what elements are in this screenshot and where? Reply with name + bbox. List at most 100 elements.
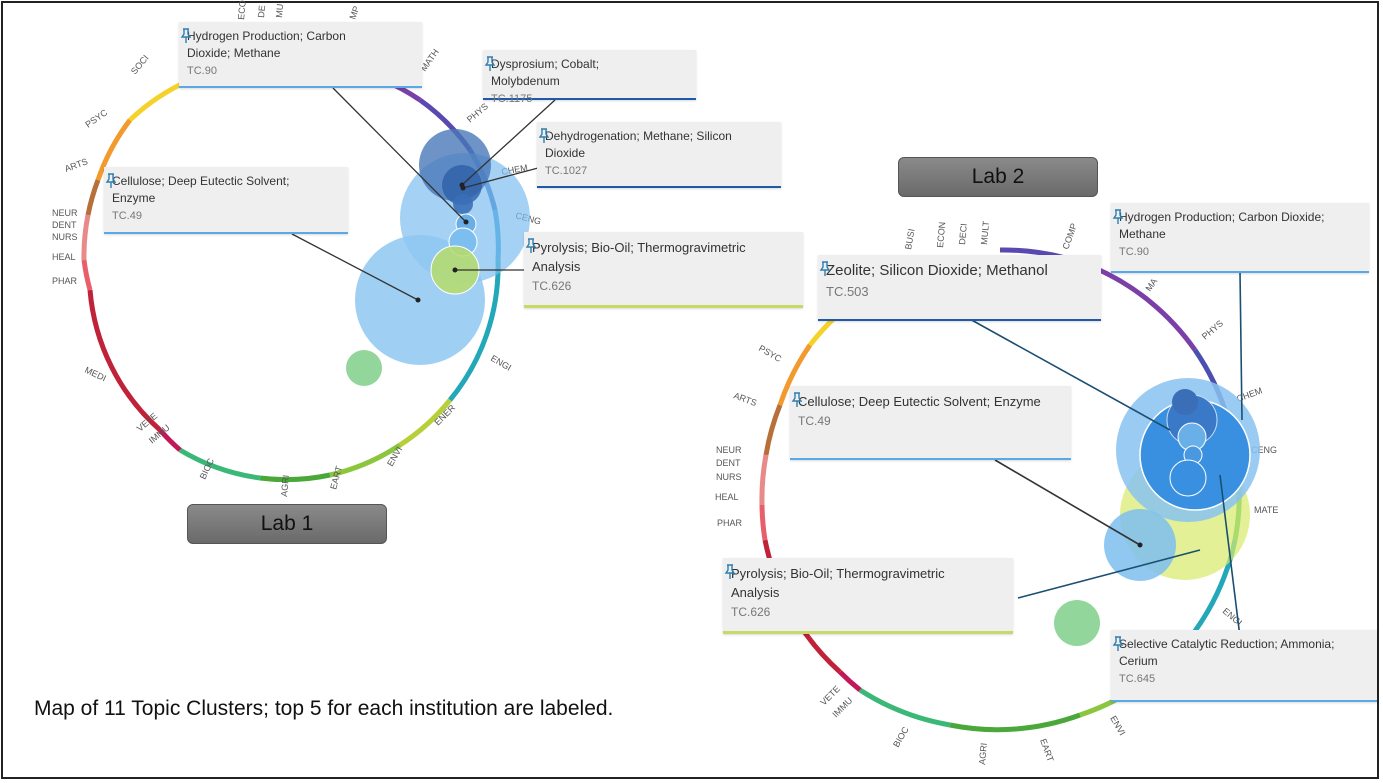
card-code: TC.49 (798, 414, 831, 428)
lab1-leader-dots (415, 182, 469, 303)
ring-label: MU (274, 3, 285, 18)
pin-icon[interactable] (818, 261, 832, 277)
lab1-leader-lines (291, 87, 556, 301)
lab1-card-tc1027[interactable]: Dehydrogenation; Methane; Silicon Dioxid… (537, 122, 781, 188)
card-title: Pyrolysis; Bio-Oil; Thermogravimetric An… (731, 566, 945, 600)
card-title: Pyrolysis; Bio-Oil; Thermogravimetric An… (532, 240, 746, 274)
ring-label: ARTS (63, 156, 89, 174)
card-code: TC.626 (731, 605, 771, 619)
cluster-bubble (346, 350, 382, 386)
ring-label: BUSI (903, 228, 916, 250)
pin-icon[interactable] (723, 564, 737, 580)
ring-label: ENVI (1108, 714, 1127, 737)
pin-icon[interactable] (1111, 209, 1125, 225)
card-code: TC.49 (112, 210, 142, 222)
ring-segment-envi (329, 442, 402, 478)
ring-label: AGRI (977, 742, 989, 765)
lab1-card-tc626[interactable]: Pyrolysis; Bio-Oil; Thermogravimetric An… (524, 232, 803, 308)
ring-label: ENGI (1221, 606, 1244, 628)
pin-icon[interactable] (790, 392, 804, 408)
card-title: Dysprosium; Cobalt; Molybdenum (491, 57, 600, 88)
ring-label: NURS (52, 232, 78, 242)
ring-label: PHYS (465, 101, 490, 124)
ring-label: ECON (935, 221, 947, 248)
ring-label: PHAR (52, 276, 78, 286)
slide-caption: Map of 11 Topic Clusters; top 5 for each… (34, 697, 614, 720)
lab2-topic-bubbles (1054, 378, 1260, 646)
card-title: Dehydrogenation; Methane; Silicon Dioxid… (545, 129, 732, 160)
cluster-bubble (1172, 389, 1198, 415)
pin-icon[interactable] (524, 238, 538, 254)
card-code: TC.90 (1119, 246, 1149, 258)
ring-label: MULT (979, 220, 991, 245)
card-code: TC.626 (532, 279, 572, 293)
card-title: Hydrogen Production; Carbon Dioxide; Met… (1119, 210, 1325, 241)
ring-segment-ener (398, 398, 452, 448)
ring-label: PHAR (717, 518, 743, 528)
ring-label: AGRI (279, 474, 291, 497)
ring-segment-engi (448, 259, 501, 402)
ring-label: ENGI (489, 353, 513, 373)
ring-segment-arts (95, 118, 132, 181)
card-code: TC.1027 (545, 165, 588, 177)
ring-label: COMP (1060, 222, 1079, 251)
pin-icon[interactable] (537, 128, 551, 144)
lab2-label: Lab 2 (898, 157, 1098, 197)
lab2-leader-lines (967, 271, 1243, 638)
lab2-card-tc90[interactable]: Hydrogen Production; Carbon Dioxide; Met… (1111, 203, 1369, 273)
lab2-card-tc645[interactable]: Selective Catalytic Reduction; Ammonia; … (1111, 630, 1377, 702)
ring-label: NEUR (716, 445, 742, 455)
ring-label: ECO (236, 0, 248, 20)
ring-label: NURS (716, 472, 742, 482)
ring-label: HEAL (52, 252, 76, 262)
ring-segment-bioc (178, 447, 261, 481)
ring-label: MP (347, 5, 361, 21)
ring-label: CENG (1251, 445, 1277, 455)
card-code: TC.1175 (491, 93, 533, 105)
ring-label: HEAL (715, 492, 739, 502)
ring-segment-immu (158, 428, 182, 452)
ring-segment-heal (81, 214, 91, 261)
lab2-card-tc626[interactable]: Pyrolysis; Bio-Oil; Thermogravimetric An… (723, 558, 1013, 634)
cluster-bubble (453, 194, 473, 214)
ring-label: NEUR (52, 208, 78, 218)
ring-segment-neur (85, 179, 101, 216)
ring-label: DENT (52, 220, 77, 230)
ring-label: IMMU (830, 695, 854, 719)
lab1-card-tc1175[interactable]: Dysprosium; Cobalt; Molybdenum TC.1175 (483, 50, 696, 105)
ring-label: EART (1038, 737, 1056, 763)
ring-label: SOCI (129, 53, 151, 76)
pin-icon[interactable] (179, 28, 193, 44)
pin-icon[interactable] (104, 173, 118, 189)
card-code: TC.645 (1119, 673, 1156, 685)
lab1-topic-bubbles (346, 129, 530, 386)
ring-label: DECI (957, 223, 969, 245)
lab1-card-tc49[interactable]: Cellulose; Deep Eutectic Solvent; Enzyme… (104, 167, 348, 234)
lab2-card-tc503[interactable]: Zeolite; Silicon Dioxide; Methanol TC.50… (818, 255, 1101, 321)
lab2-card-tc49[interactable]: Cellulose; Deep Eutectic Solvent; Enzyme… (790, 386, 1071, 460)
ring-label: PHYS (1200, 318, 1225, 341)
ring-label: MEDI (83, 365, 108, 384)
ring-label: MA (1143, 276, 1159, 293)
ring-segment-agri (259, 472, 331, 483)
ring-label: ARTS (732, 390, 758, 408)
ring-label: DE (256, 5, 267, 18)
cluster-bubble (1054, 600, 1100, 646)
ring-segment-phar (81, 259, 93, 291)
ring-label: DENT (716, 458, 741, 468)
cluster-bubble (1169, 459, 1207, 497)
pin-icon[interactable] (483, 56, 497, 72)
ring-label: MATE (1254, 505, 1278, 515)
card-code: TC.90 (187, 65, 217, 77)
lab1-card-tc90[interactable]: Hydrogen Production; Carbon Dioxide; Met… (179, 22, 422, 88)
card-title: Zeolite; Silicon Dioxide; Methanol (826, 262, 1048, 279)
card-title: Cellulose; Deep Eutectic Solvent; Enzyme (112, 174, 290, 205)
ring-label: EART (328, 464, 344, 490)
ring-label: PSYC (83, 107, 109, 130)
card-title: Cellulose; Deep Eutectic Solvent; Enzyme (798, 394, 1041, 409)
ring-label: BIOC (891, 725, 911, 749)
pin-icon[interactable] (1111, 636, 1125, 652)
card-code: TC.503 (826, 284, 869, 299)
